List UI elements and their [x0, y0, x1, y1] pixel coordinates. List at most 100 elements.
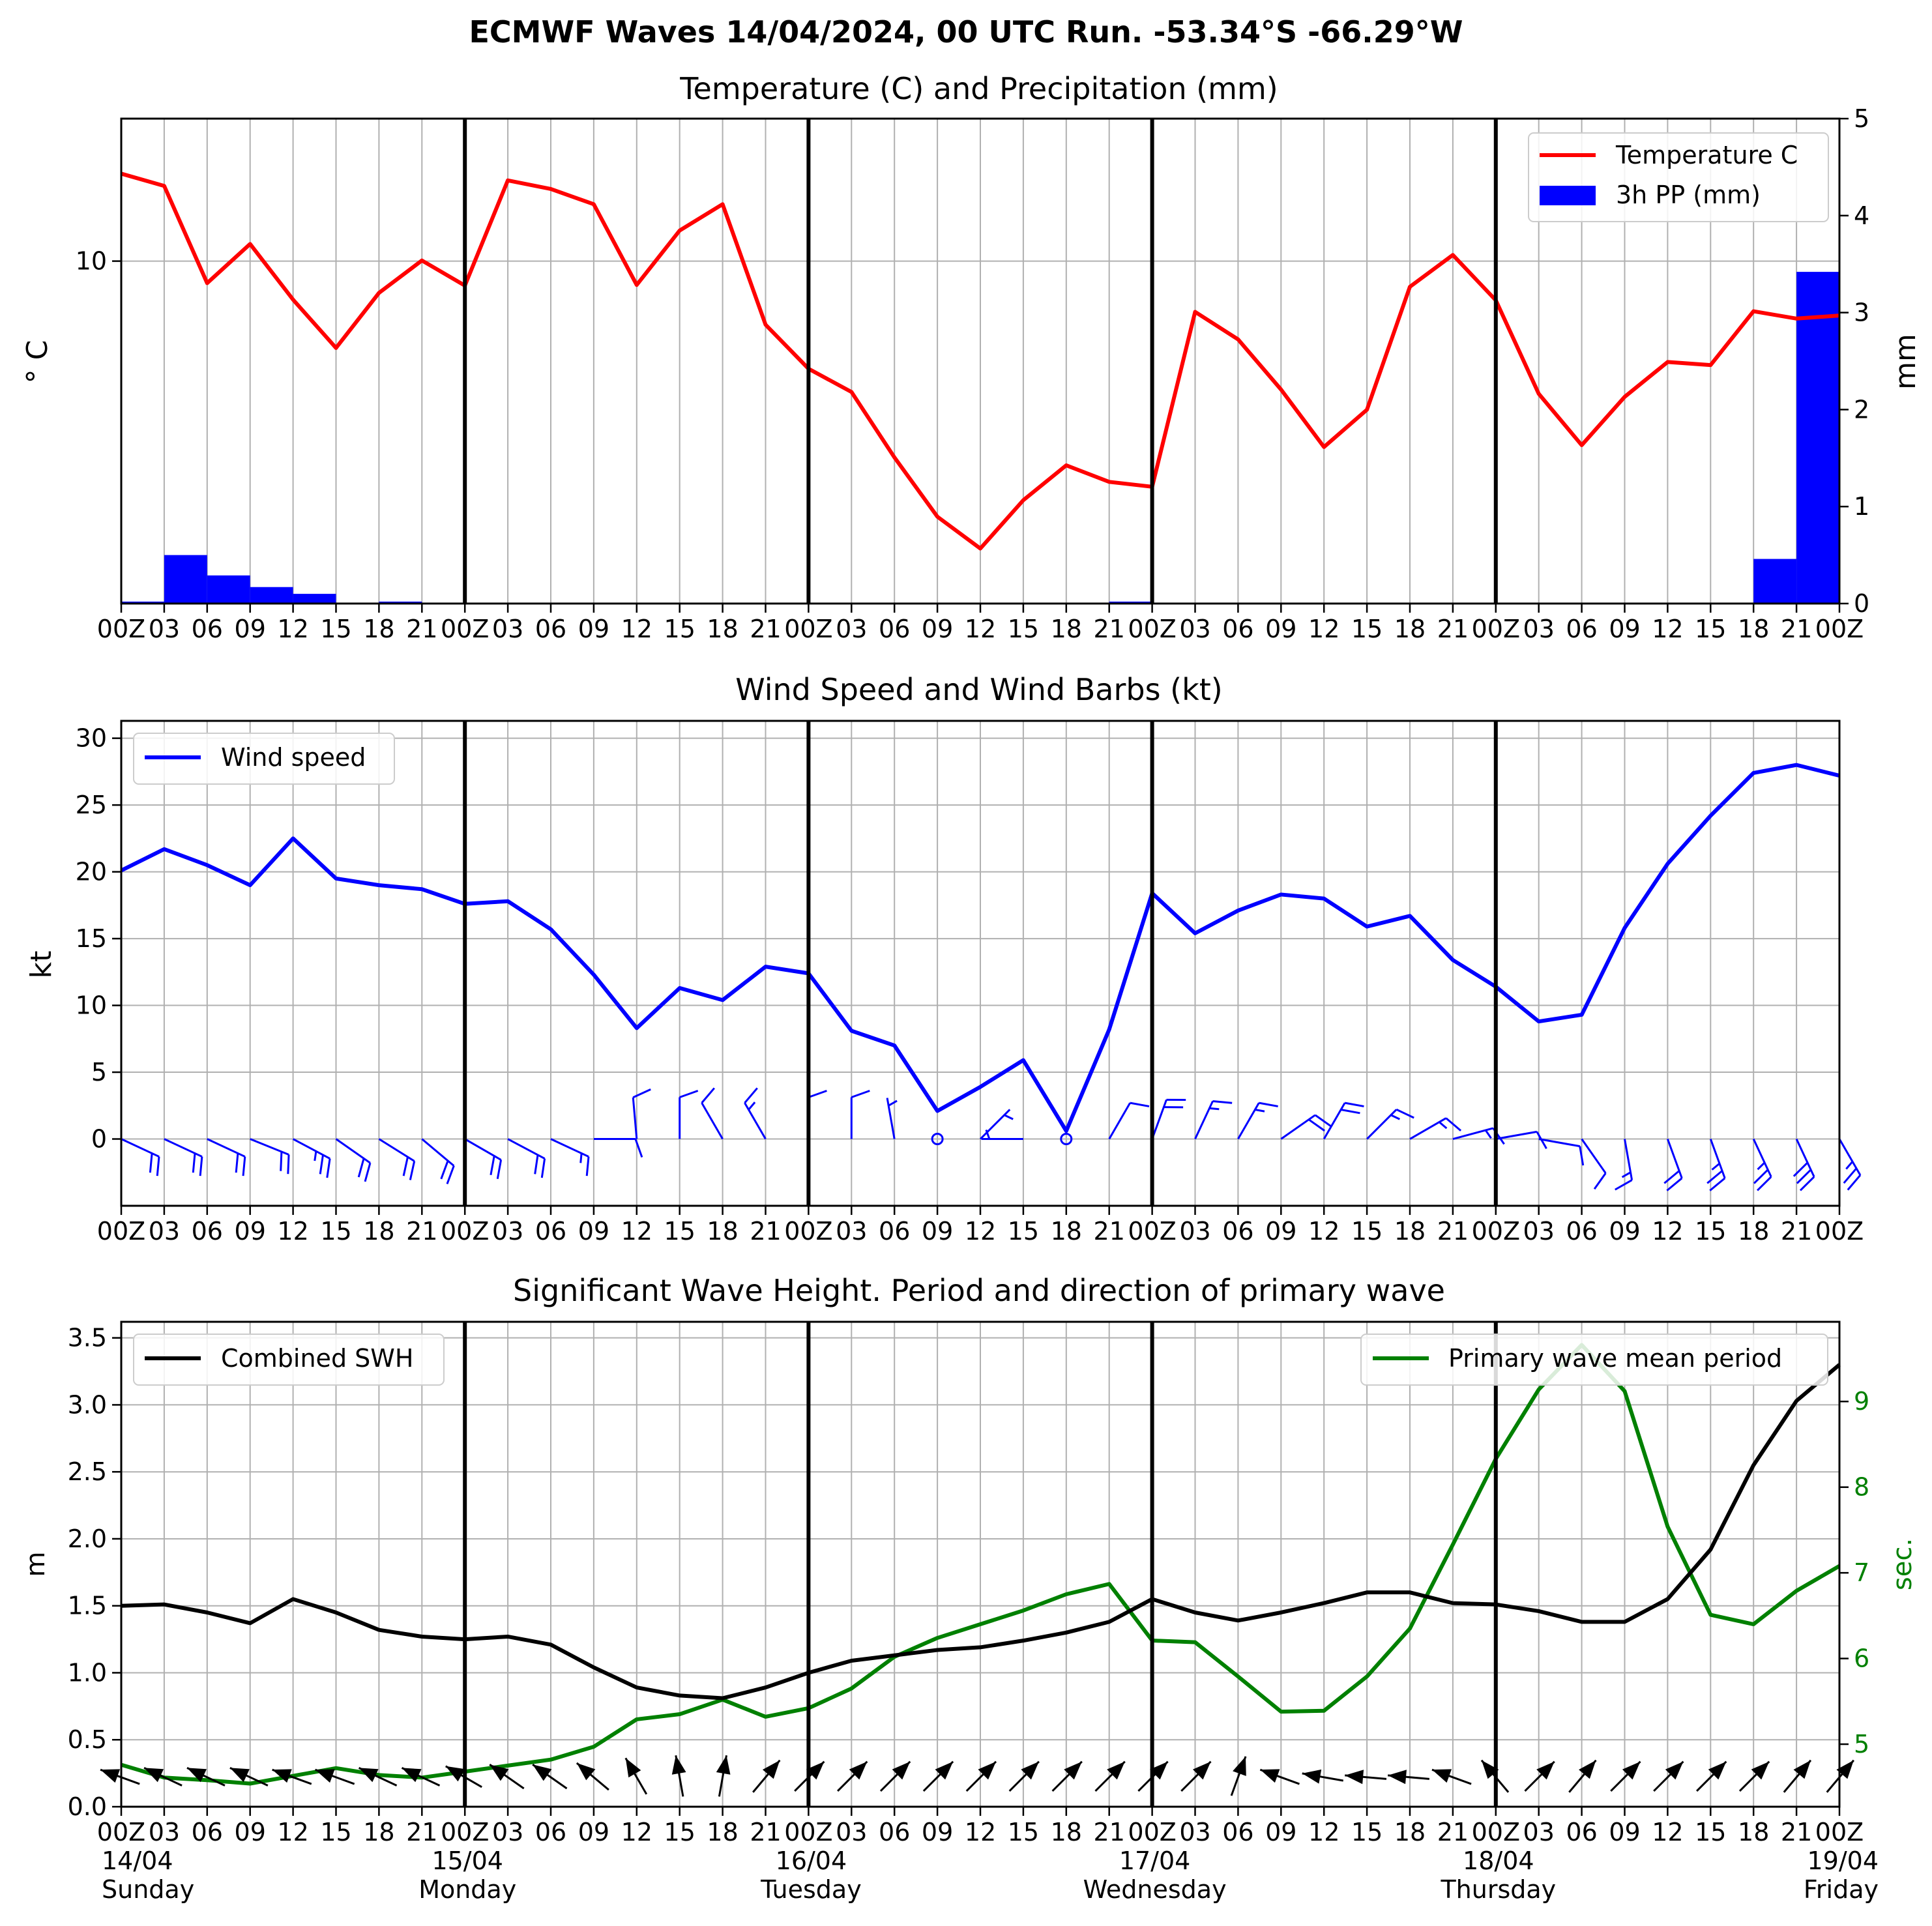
- wind-barb-shaft: [1409, 1117, 1447, 1140]
- x-tick-label: 21: [1094, 615, 1125, 643]
- x-tick-label: 18: [1394, 1818, 1426, 1846]
- x-tick-label: 00Z: [1472, 1818, 1520, 1846]
- y-tick-label: 1.5: [68, 1592, 107, 1620]
- wind-y-axis-label: kt: [25, 951, 58, 979]
- x-tick-label: 12: [277, 1818, 308, 1846]
- x-tick-label: 21: [1781, 615, 1812, 643]
- x-tick-label: 21: [750, 615, 781, 643]
- wave-direction-arrow-head: [1622, 1761, 1641, 1780]
- wind-barb-feather: [287, 1154, 290, 1175]
- day-name-label: Monday: [418, 1875, 516, 1904]
- x-tick-label: 18: [1738, 1217, 1769, 1246]
- x-tick-label: 12: [965, 1217, 996, 1246]
- x-tick-label: 12: [621, 1217, 652, 1246]
- wave-direction-arrow-head: [1192, 1761, 1211, 1780]
- x-tick-label: 03: [836, 1217, 867, 1246]
- wave-y-axis-label: m: [21, 1552, 51, 1577]
- wind-barb-shaft: [421, 1138, 455, 1167]
- y-right-tick-label: 0: [1854, 589, 1869, 618]
- wind-barb-feather: [1799, 1176, 1815, 1191]
- x-tick-label: 18: [1051, 615, 1082, 643]
- wind-barb-shaft: [1666, 1139, 1683, 1179]
- wind-barb-feather: [534, 1154, 539, 1175]
- x-tick-label: 06: [535, 1217, 566, 1246]
- x-tick-label: 15: [1695, 1217, 1726, 1246]
- wind-barb-half-feather: [748, 1102, 756, 1111]
- x-tick-label: 21: [1437, 1818, 1469, 1846]
- y-tick-label: 0.0: [68, 1792, 107, 1821]
- y-tick-label: 25: [76, 791, 107, 819]
- x-tick-label: 03: [149, 615, 180, 643]
- wind-barb-feather: [156, 1156, 160, 1176]
- precip-bar: [207, 575, 250, 604]
- temperature-precipitation-panel: Temperature (C) and Precipitation (mm) 1…: [21, 71, 1922, 643]
- x-tick-label: 15: [664, 1818, 695, 1846]
- legend-precip-label: 3h PP (mm): [1616, 181, 1761, 209]
- x-tick-label: 00Z: [1472, 615, 1520, 643]
- x-tick-label: 18: [1051, 1217, 1082, 1246]
- x-tick-label: 06: [1566, 1818, 1597, 1846]
- wind-barb-feather: [851, 1090, 870, 1098]
- x-tick-label: 09: [578, 1818, 609, 1846]
- figure-suptitle: ECMWF Waves 14/04/2024, 00 UTC Run. -53.…: [469, 14, 1463, 50]
- x-tick-label: 09: [235, 1818, 266, 1846]
- x-tick-label: 12: [1652, 615, 1683, 643]
- wave-direction-arrow-head: [359, 1768, 379, 1783]
- x-tick-label: 06: [1222, 1217, 1253, 1246]
- wave-direction-arrow-head: [100, 1769, 121, 1783]
- wind-barb-feather: [1212, 1100, 1233, 1104]
- x-tick-label: 15: [320, 1818, 351, 1846]
- x-tick-label: 18: [1051, 1818, 1082, 1846]
- x-tick-label: 09: [235, 1217, 266, 1246]
- x-tick-label: 12: [1308, 1818, 1339, 1846]
- wind-barb-shaft: [1366, 1109, 1398, 1140]
- y-right-tick-label: 3: [1854, 299, 1869, 327]
- calm-wind-circle: [931, 1133, 944, 1146]
- wind-barb-shaft: [1581, 1138, 1607, 1174]
- wind-barb-feather: [402, 1156, 409, 1176]
- wave-direction-arrow-head: [849, 1761, 868, 1780]
- day-name-label: Tuesday: [760, 1875, 862, 1904]
- wave-direction-arrow-head: [762, 1760, 780, 1779]
- legend-temperature-label: Temperature C: [1615, 141, 1798, 169]
- x-tick-label: 18: [363, 1818, 394, 1846]
- x-tick-label: 09: [1265, 1217, 1296, 1246]
- x-tick-label: 00Z: [1128, 1818, 1176, 1846]
- x-tick-label: 00Z: [1815, 1217, 1864, 1246]
- wave-direction-arrow-head: [1536, 1761, 1555, 1780]
- y-tick-label: 5: [91, 1058, 107, 1087]
- x-tick-label: 00Z: [97, 1818, 145, 1846]
- wind-barb-feather: [409, 1161, 416, 1180]
- wind-barb-half-feather: [1757, 1161, 1766, 1171]
- wind-barb-half-feather: [314, 1151, 317, 1161]
- x-tick-label: 00Z: [784, 1818, 832, 1846]
- y-right-tick-label: 9: [1854, 1387, 1869, 1416]
- wind-barb-feather: [1396, 1108, 1414, 1119]
- precipitation-y-axis-label: mm: [1889, 334, 1922, 390]
- y-tick-label: 2.5: [68, 1457, 107, 1486]
- x-tick-label: 00Z: [1472, 1217, 1520, 1246]
- swh-line: [121, 1363, 1841, 1700]
- x-tick-label: 18: [707, 1217, 738, 1246]
- wave-direction-arrow-head: [1793, 1760, 1811, 1779]
- wind-barb-feather: [1615, 1179, 1633, 1191]
- x-tick-label: 06: [192, 1217, 223, 1246]
- wind-barb-shaft: [744, 1102, 767, 1140]
- wave-direction-arrow-head: [625, 1758, 641, 1778]
- x-tick-label: 06: [879, 615, 910, 643]
- wind-barb-feather: [585, 1156, 590, 1176]
- wind-barb-feather: [199, 1156, 203, 1176]
- wind-barb-half-feather: [1004, 1114, 1014, 1120]
- x-tick-label: 00Z: [1128, 1217, 1176, 1246]
- y-right-tick-label: 6: [1854, 1644, 1869, 1673]
- wave-direction-arrows: [100, 1755, 1855, 1797]
- wind-barb-shaft: [1237, 1102, 1260, 1140]
- wind-panel: Wind Speed and Wind Barbs (kt) 0 5 10 15 20 2…: [25, 672, 1864, 1246]
- legend-wind-label: Wind speed: [221, 743, 366, 772]
- wind-barb-half-feather: [1845, 1161, 1854, 1170]
- wind-barb-shaft: [550, 1138, 589, 1158]
- wave-direction-arrow-head: [1836, 1760, 1854, 1779]
- x-tick-label: 21: [1781, 1217, 1812, 1246]
